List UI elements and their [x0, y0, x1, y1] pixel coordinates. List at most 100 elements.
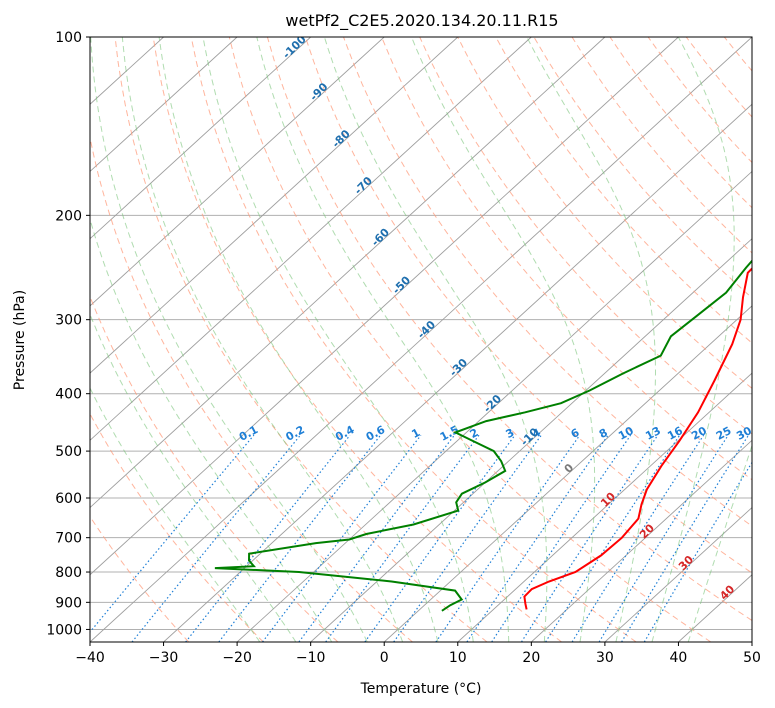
x-tick-label: 20	[522, 650, 540, 666]
x-tick-label: 0	[380, 650, 389, 666]
mixing-ratio-label: 20	[689, 424, 709, 443]
mixing-ratio-line	[393, 434, 542, 642]
dry-adiabat-line	[343, 37, 752, 527]
isotherm-line	[90, 37, 752, 642]
temperature-profile-line	[523, 267, 752, 610]
dry-adiabat-line	[533, 37, 752, 299]
y-tick-label: 600	[55, 491, 82, 507]
x-tick-label: −40	[75, 650, 105, 666]
mixing-ratio-label: 0.2	[284, 423, 307, 444]
mixing-ratio-label: 30	[734, 424, 754, 443]
isotherm-label: 30	[676, 553, 696, 573]
x-axis: −40 −30 −20 −10 0 10 20 30 40 50	[75, 642, 761, 666]
isotherm-line	[90, 37, 532, 441]
x-tick-label: 10	[449, 650, 467, 666]
y-tick-label: 200	[55, 208, 82, 224]
mixing-ratio-line	[325, 434, 480, 642]
mixing-ratio-line	[621, 434, 750, 642]
mixing-ratio-line	[131, 434, 301, 642]
isotherm-line	[163, 103, 752, 642]
dry-adiabat-line	[762, 37, 775, 642]
x-tick-label: 50	[743, 650, 761, 666]
isotherm-label: -80	[330, 127, 353, 150]
mixing-ratio-line	[218, 434, 382, 642]
y-tick-label: 100	[55, 30, 82, 46]
mixing-ratio-label: 25	[714, 424, 734, 443]
moist-adiabat-line	[651, 37, 735, 642]
y-tick-label: 300	[55, 313, 82, 329]
dry-adiabat-line	[266, 37, 752, 622]
mixing-ratio-line	[571, 434, 705, 642]
mixing-ratio-label: 36	[755, 424, 775, 443]
plot-area: 0.1 0.2 0.4 0.6 1 1.5 2 3 4 6 8 10 13 16 20 25 30 36-100-…	[90, 37, 775, 642]
moist-adiabat-line	[90, 37, 368, 642]
y-axis: 100 200 300 400 500 600 700 800 900 1000	[46, 30, 90, 638]
isotherm-line	[90, 37, 312, 240]
x-tick-label: −30	[149, 650, 179, 666]
isotherm-label: -60	[369, 226, 392, 249]
dry-adiabat-line	[190, 37, 637, 642]
moist-adiabat-line	[687, 444, 752, 642]
mixing-ratio-label: 0.1	[237, 423, 260, 444]
isotherm-line	[236, 170, 752, 642]
y-tick-label: 1000	[46, 622, 82, 638]
mixing-ratio-label: 1	[409, 426, 422, 441]
dry-adiabat-line	[381, 37, 752, 481]
dry-adiabat-line	[723, 37, 752, 72]
isotherm-label: -30	[447, 356, 470, 379]
moist-adiabat-line	[90, 313, 297, 642]
isotherm-line	[90, 37, 679, 576]
mixing-ratio-line	[90, 434, 255, 633]
x-tick-label: 30	[596, 650, 614, 666]
y-tick-label: 700	[55, 531, 82, 547]
dry-adiabat-line	[90, 135, 413, 642]
isotherm-line	[310, 238, 752, 642]
isotherm-label: -20	[481, 392, 504, 415]
moist-adiabat-line	[256, 37, 510, 642]
isotherm-line	[604, 506, 752, 642]
moist-adiabat-line	[323, 37, 548, 642]
isotherm-line	[90, 37, 459, 374]
dry-adiabat-line	[647, 37, 752, 164]
dry-adiabat-line	[228, 37, 712, 642]
y-tick-label: 500	[55, 444, 82, 460]
moist-adiabat-line	[90, 387, 261, 642]
dry-adiabat-line	[495, 37, 752, 344]
isotherm-line	[90, 37, 385, 307]
mixing-ratio-line	[466, 434, 609, 642]
mixing-ratio-line	[598, 434, 729, 642]
mixing-ratio-label: 0.4	[333, 423, 357, 444]
mixing-ratio-label: 16	[665, 424, 685, 443]
plot-frame	[89, 36, 753, 643]
dry-adiabat-line	[152, 37, 562, 642]
dry-adiabat-line	[114, 37, 488, 642]
mixing-ratio-line	[435, 434, 581, 642]
y-tick-label: 400	[55, 387, 82, 403]
isotherm-line	[530, 439, 752, 642]
x-axis-title: Temperature (°C)	[360, 681, 482, 697]
mixing-ratio-label: 13	[643, 424, 663, 443]
isotherm-label: -70	[352, 174, 375, 197]
mixing-ratio-label: 6	[569, 426, 582, 441]
y-axis-title: Pressure (hPa)	[12, 290, 28, 390]
isotherm-label: 10	[598, 490, 618, 510]
mixing-ratio-line	[298, 434, 455, 642]
moist-adiabat-line	[158, 37, 439, 642]
dry-adiabat-line	[571, 37, 752, 254]
dry-adiabat-line	[90, 295, 339, 642]
mixing-ratio-label: 8	[597, 426, 610, 441]
moist-adiabat-line	[202, 37, 474, 642]
isotherm-line	[457, 372, 752, 642]
isotherm-label: -90	[307, 80, 330, 103]
dry-adiabat-line	[685, 37, 752, 118]
isotherm-label: -40	[415, 318, 438, 341]
mixing-ratio-line	[545, 434, 681, 642]
mixing-ratio-label: 10	[616, 424, 636, 443]
x-tick-label: −20	[222, 650, 252, 666]
isotherm-line	[90, 37, 606, 509]
dry-adiabat-line	[90, 412, 264, 642]
x-tick-label: 40	[670, 650, 688, 666]
isotherm-line	[751, 641, 752, 642]
dewpoint-profile-line	[214, 259, 752, 612]
